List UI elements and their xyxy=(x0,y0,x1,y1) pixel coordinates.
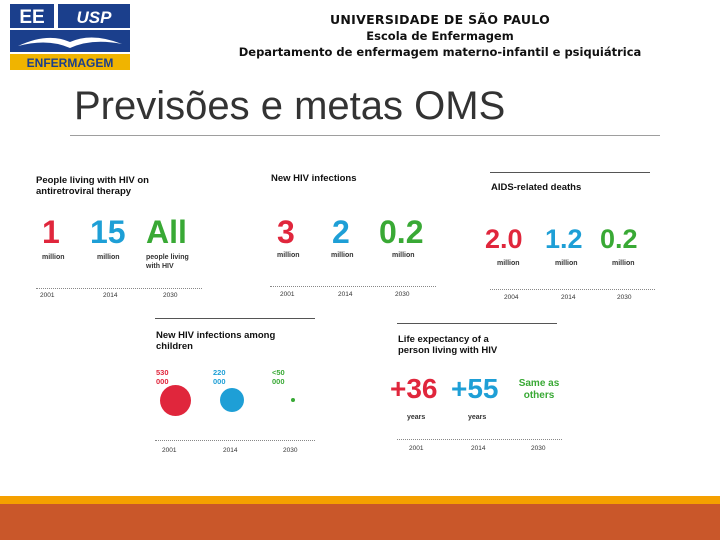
art-value-2001: 1 xyxy=(42,214,60,250)
institution-header: UNIVERSIDADE DE SÃO PAULO Escola de Enfe… xyxy=(230,12,650,59)
art-year-1: 2014 xyxy=(103,292,118,299)
children-year-0: 2001 xyxy=(162,447,177,454)
children-value-2014: 220 000 xyxy=(213,368,226,386)
children-year-2: 2030 xyxy=(283,447,298,454)
deaths-top-rule xyxy=(490,172,650,173)
infections-year-1: 2014 xyxy=(338,291,353,298)
children-top-rule xyxy=(155,318,315,319)
children-circle-2030 xyxy=(291,398,295,402)
slide-title: Previsões e metas OMS xyxy=(74,84,506,128)
department-name: Departamento de enfermagem materno-infan… xyxy=(238,45,642,59)
deaths-unit-2004: million xyxy=(497,260,520,267)
panel-new-infections-title: New HIV infections xyxy=(271,173,357,184)
deaths-year-1: 2014 xyxy=(561,294,576,301)
title-divider xyxy=(70,135,660,136)
logo-ee-text: EE xyxy=(19,7,44,28)
university-name: UNIVERSIDADE DE SÃO PAULO xyxy=(329,12,551,27)
life-value-2014: +55 xyxy=(451,373,499,404)
school-name: Escola de Enfermagem xyxy=(366,29,514,43)
infections-unit-2001: million xyxy=(277,252,300,259)
life-year-0: 2001 xyxy=(409,445,424,452)
deaths-value-2004: 2.0 xyxy=(485,224,523,254)
infections-unit-2014: million xyxy=(331,252,354,259)
art-value-2014: 15 xyxy=(90,214,126,250)
infections-year-2: 2030 xyxy=(395,291,410,298)
life-unit-2001: years xyxy=(407,414,426,421)
children-value-2030: <50 000 xyxy=(272,368,285,386)
footer-accent-strip xyxy=(0,496,720,504)
panel-life-title: Life expectancy of a person living with … xyxy=(398,334,498,356)
art-unit-2001: million xyxy=(42,254,65,261)
children-year-1: 2014 xyxy=(223,447,238,454)
art-unit-2014: million xyxy=(97,254,120,261)
footer-bar xyxy=(0,504,720,540)
panel-art-title: People living with HIV on antiretroviral… xyxy=(36,175,149,197)
life-year-2: 2030 xyxy=(531,445,546,452)
infections-timeline xyxy=(270,286,436,287)
life-value-2001: +36 xyxy=(390,373,438,404)
art-year-0: 2001 xyxy=(40,292,55,299)
logo-usp-text: USP xyxy=(77,8,113,27)
deaths-year-0: 2004 xyxy=(504,294,519,301)
deaths-value-2014: 1.2 xyxy=(545,224,583,254)
art-year-2: 2030 xyxy=(163,292,178,299)
eeusp-logo: EE USP ENFERMAGEM xyxy=(8,2,132,72)
panel-children-title: New HIV infections among children xyxy=(156,330,276,352)
infections-value-2014: 2 xyxy=(332,214,350,250)
life-value-2030: Same as others xyxy=(518,378,560,401)
children-timeline xyxy=(155,440,315,441)
life-timeline xyxy=(397,439,562,440)
logo-enfermagem-text: ENFERMAGEM xyxy=(27,56,114,70)
art-timeline xyxy=(36,288,202,289)
life-unit-2014: years xyxy=(468,414,487,421)
deaths-year-2: 2030 xyxy=(617,294,632,301)
deaths-value-2030: 0.2 xyxy=(600,224,638,254)
deaths-unit-2014: million xyxy=(555,260,578,267)
panel-deaths-title: AIDS-related deaths xyxy=(491,182,582,193)
infections-value-2030: 0.2 xyxy=(379,214,424,250)
infections-unit-2030: million xyxy=(392,252,415,259)
children-circle-2001 xyxy=(160,385,191,416)
children-value-2001: 530 000 xyxy=(156,368,169,386)
infections-value-2001: 3 xyxy=(277,214,295,250)
deaths-timeline xyxy=(490,289,655,290)
life-top-rule xyxy=(397,323,557,324)
life-year-1: 2014 xyxy=(471,445,486,452)
deaths-unit-2030: million xyxy=(612,260,635,267)
infections-year-0: 2001 xyxy=(280,291,295,298)
children-circle-2014 xyxy=(220,388,244,412)
art-value-2030: All xyxy=(146,214,187,250)
art-unit-2030: people living with HIV xyxy=(146,254,189,270)
